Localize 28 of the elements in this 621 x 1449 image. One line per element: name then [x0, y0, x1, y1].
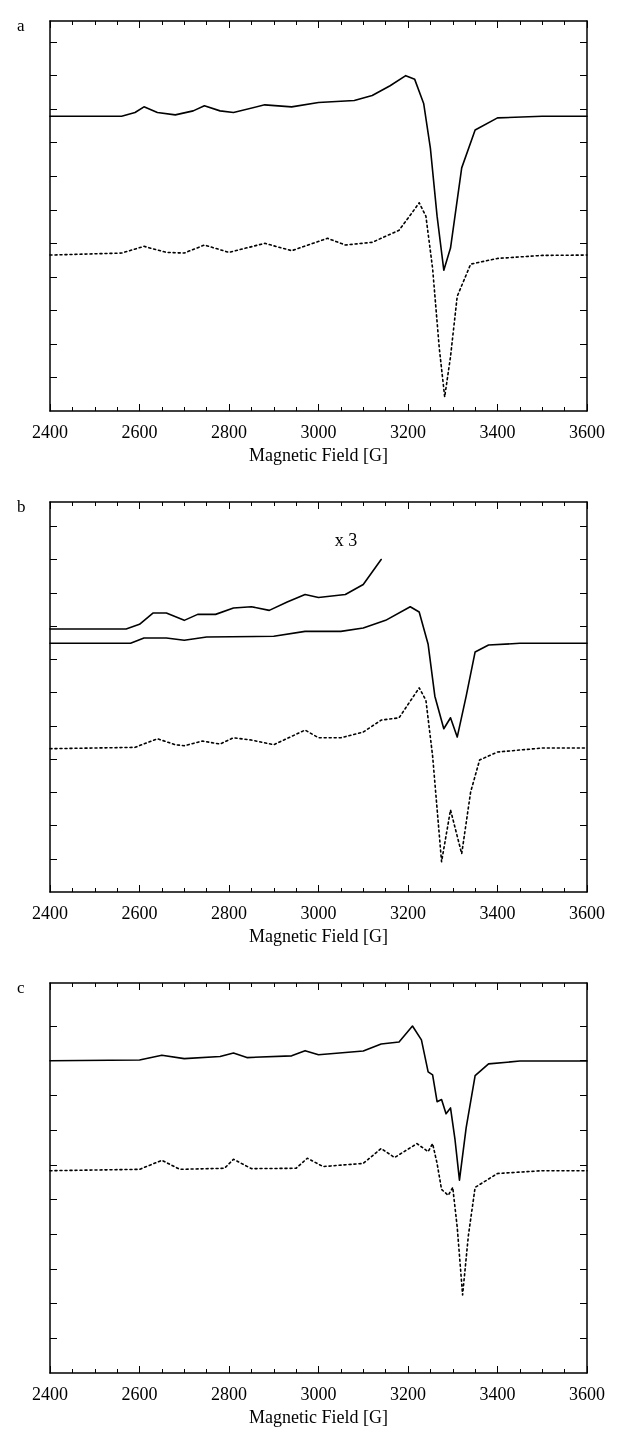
chart-title: a	[17, 16, 25, 35]
x-tick-label: 3200	[390, 422, 426, 442]
x-tick-label: 2400	[32, 422, 68, 442]
x-tick-label: 2400	[32, 1384, 68, 1404]
x-tick-label: 3400	[479, 903, 516, 923]
x-tick-label: 2400	[32, 903, 68, 923]
x-tick-label: 3000	[300, 422, 337, 442]
x-tick-label: 3400	[479, 1384, 516, 1404]
x-tick-label: 2800	[211, 903, 247, 923]
chart-title: c	[17, 978, 25, 997]
x-tick-label: 3400	[479, 422, 516, 442]
x-axis-title: Magnetic Field [G]	[249, 925, 388, 946]
text: x 3	[334, 530, 358, 550]
chart-title: b	[17, 497, 26, 516]
x-tick-label: 3600	[569, 1384, 605, 1404]
x-tick-label: 2600	[121, 1384, 158, 1404]
x-tick-label: 2600	[121, 422, 158, 442]
x-tick-label: 3200	[390, 1384, 426, 1404]
x-tick-label: 3000	[300, 1384, 337, 1404]
x-tick-label: 3200	[390, 903, 426, 923]
x-tick-label: 3000	[300, 903, 337, 923]
x-tick-label: 2800	[211, 422, 247, 442]
x-tick-label: 3600	[569, 903, 605, 923]
x-axis-title: Magnetic Field [G]	[249, 444, 388, 465]
x-tick-label: 2600	[121, 903, 158, 923]
x-axis-title: Magnetic Field [G]	[249, 1406, 388, 1427]
x-tick-label: 3600	[569, 422, 605, 442]
x-tick-label: 2800	[211, 1384, 247, 1404]
